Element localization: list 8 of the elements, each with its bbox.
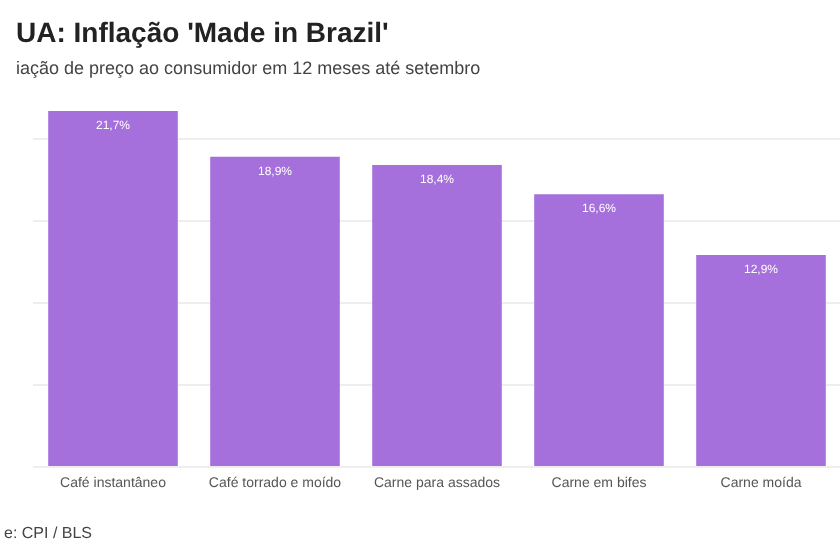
bar: [534, 194, 664, 466]
bar: [48, 110, 178, 466]
bar: [696, 254, 826, 466]
bar: [210, 156, 340, 466]
chart-title: UA: Inflação 'Made in Brazil': [16, 16, 389, 48]
bar: [372, 164, 502, 466]
chart-subtitle: iação de preço ao consumidor em 12 meses até setembro: [16, 58, 481, 78]
text: e: CPI / BLS: [4, 524, 93, 542]
